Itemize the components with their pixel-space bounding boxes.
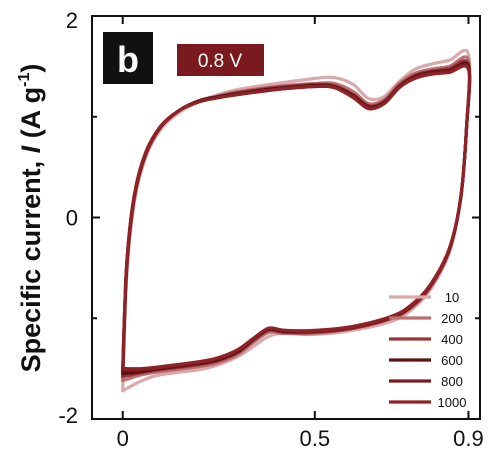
cv-curves — [121, 48, 472, 393]
legend-label-200: 200 — [441, 311, 463, 326]
legend-label-1000: 1000 — [438, 395, 467, 410]
x-tick-label: 0 — [117, 426, 129, 451]
cv-curve-600 — [121, 61, 472, 376]
cv-curve-800 — [121, 63, 472, 373]
legend: 10 200 400 600 800 1000 — [389, 290, 466, 410]
legend-label-400: 400 — [441, 332, 463, 347]
legend-label-10: 10 — [445, 290, 459, 305]
axis-ticks — [92, 15, 480, 420]
panel-letter: b — [117, 39, 139, 80]
legend-label-600: 600 — [441, 353, 463, 368]
y-tick-label: 0 — [66, 206, 78, 231]
x-tick-label: 0.5 — [300, 426, 331, 451]
x-tick-label: 0.9 — [453, 426, 484, 451]
y-axis-label: Specific current, I (A g-1) — [16, 64, 46, 373]
y-tick-label: -2 — [58, 403, 78, 428]
voltage-badge-text: 0.8 V — [198, 51, 243, 72]
panel-label: b — [103, 32, 153, 84]
y-tick-label: 2 — [66, 8, 78, 33]
voltage-badge: 0.8 V — [177, 44, 264, 76]
axis-tick-labels: 0 0.5 0.9 -2 0 2 — [58, 8, 483, 451]
legend-label-800: 800 — [441, 374, 463, 389]
cv-curve-1000 — [121, 64, 472, 371]
